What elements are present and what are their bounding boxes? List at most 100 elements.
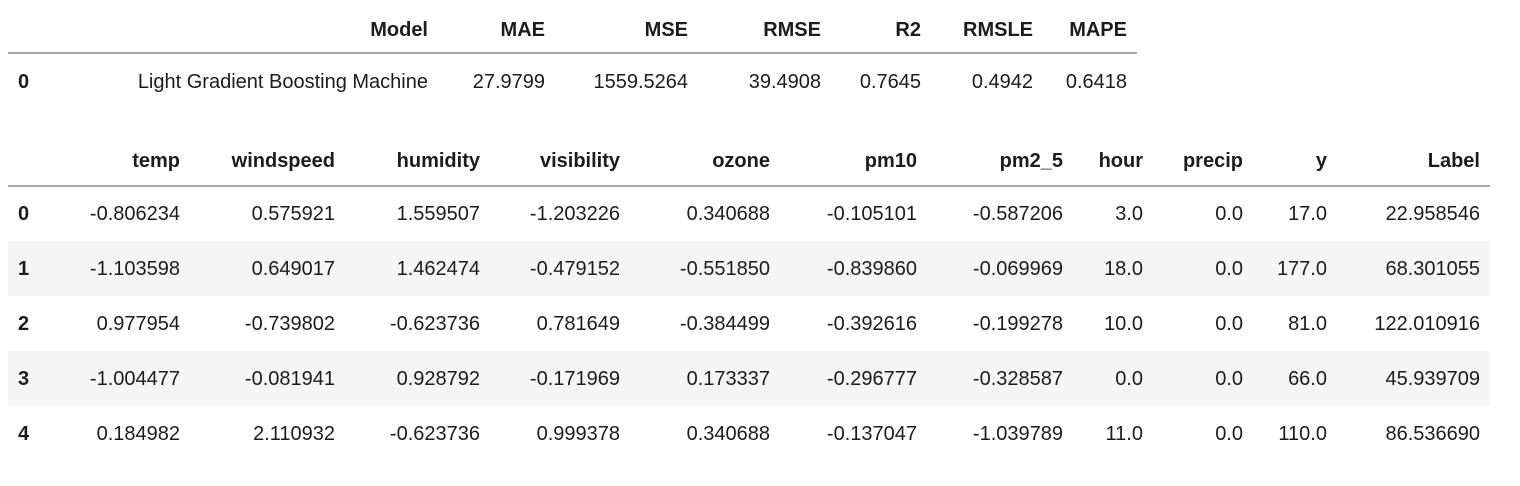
metrics-table-body: 0 Light Gradient Boosting Machine 27.9799 1…: [8, 53, 1137, 110]
column-header: R2: [831, 8, 931, 54]
dataframe-preview-table: temp windspeed humidity visibility ozone pm10…: [8, 136, 1490, 461]
column-header: MSE: [555, 8, 698, 54]
table-row: 1 -1.103598 0.649017 1.462474 -0.479152 -0.55…: [8, 241, 1490, 296]
table-cell: -0.551850: [679, 257, 770, 280]
column-header: MAE: [438, 8, 555, 54]
table-cell: 11.0: [1105, 422, 1143, 445]
table-cell: -0.623736: [389, 312, 480, 335]
table-cell: 122.010916: [1374, 312, 1480, 335]
table-cell: 1.559507: [396, 203, 480, 225]
column-header: Label: [1337, 136, 1490, 187]
table-cell: 39.4908: [748, 71, 821, 93]
table-cell: 0.340688: [686, 422, 770, 445]
column-header: y: [1253, 136, 1337, 187]
table-cell: 0.575921: [251, 203, 335, 225]
row-index: 2: [18, 312, 30, 335]
table-cell: 0.6418: [1065, 71, 1127, 93]
column-header: MAPE: [1043, 8, 1137, 54]
table-cell: 0.340688: [686, 203, 770, 225]
table-row: 2 0.977954 -0.739802 -0.623736 0.781649 -0.38…: [8, 296, 1490, 351]
table-cell: 3.0: [1115, 203, 1143, 225]
table-cell: 27.9799: [472, 71, 545, 93]
header-row: Model MAE MSE RMSE R2 RMSLE MAPE: [8, 8, 1137, 54]
table-cell: -0.587206: [972, 203, 1063, 225]
table-cell: -0.171969: [529, 367, 620, 390]
table-cell: -1.203226: [529, 203, 620, 225]
table-cell: 22.958546: [1385, 203, 1480, 225]
model-metrics-table: Model MAE MSE RMSE R2 RMSLE MAPE 0 Light Gradie…: [8, 8, 1137, 110]
column-header: temp: [48, 136, 190, 187]
table-cell: -0.296777: [826, 367, 917, 390]
table-cell: 1.462474: [396, 257, 480, 280]
table-cell: 10.0: [1104, 312, 1143, 335]
table-cell: -0.328587: [972, 367, 1063, 390]
column-header: windspeed: [190, 136, 345, 187]
row-index: 0: [18, 203, 30, 225]
table-cell: -0.081941: [244, 367, 335, 390]
table-cell: -0.839860: [826, 257, 917, 280]
table-cell: 86.536690: [1385, 422, 1480, 445]
column-header: pm2_5: [927, 136, 1073, 187]
table-cell: 0.0: [1115, 367, 1143, 390]
table-cell: 68.301055: [1385, 257, 1480, 280]
table-row: 0 Light Gradient Boosting Machine 27.9799 1…: [8, 53, 1137, 110]
table-cell: 177.0: [1276, 257, 1327, 280]
table-cell: 0.0: [1215, 203, 1243, 225]
table-cell: -0.392616: [826, 312, 917, 335]
column-header: hour: [1073, 136, 1153, 187]
table-cell: 0.649017: [251, 257, 335, 280]
table-cell: 0.184982: [96, 422, 180, 445]
table-cell: -1.103598: [89, 257, 180, 280]
table-cell: -0.137047: [826, 422, 917, 445]
table-cell: 2.110932: [253, 422, 335, 445]
column-header: pm10: [780, 136, 927, 187]
table-cell: -1.004477: [89, 367, 180, 390]
column-header: Model: [48, 8, 438, 54]
table-cell: 0.0: [1215, 257, 1243, 280]
table-cell: 66.0: [1288, 367, 1327, 390]
table-cell: 81.0: [1288, 312, 1327, 335]
column-header: ozone: [630, 136, 780, 187]
table-cell: -1.039789: [972, 422, 1063, 445]
table-cell: -0.105101: [826, 203, 917, 225]
column-header: RMSLE: [931, 8, 1043, 54]
row-index: 1: [18, 257, 30, 280]
table-cell: 18.0: [1104, 257, 1143, 280]
table-cell: -0.199278: [972, 312, 1063, 335]
column-header: visibility: [490, 136, 630, 187]
table-cell: 0.173337: [686, 367, 770, 390]
table-cell: -0.069969: [972, 257, 1063, 280]
table-cell: -0.384499: [679, 312, 770, 335]
table-cell: -0.739802: [244, 312, 335, 335]
table-cell: 110.0: [1278, 422, 1327, 445]
table-cell: 17.0: [1288, 203, 1327, 225]
data-table-header: temp windspeed humidity visibility ozone pm10…: [8, 136, 1490, 187]
column-header: humidity: [345, 136, 490, 187]
table-cell: 0.0: [1215, 367, 1243, 390]
table-cell: 0.4942: [971, 71, 1033, 93]
table-cell: -0.806234: [89, 203, 180, 225]
table-cell: 0.928792: [396, 367, 480, 390]
table-cell: 0.7645: [859, 71, 921, 93]
table-row: 0 -0.806234 0.575921 1.559507 -1.203226 0.340…: [8, 186, 1490, 241]
index-column-header: [8, 8, 48, 54]
data-table-body: 0 -0.806234 0.575921 1.559507 -1.203226 0.340…: [8, 186, 1490, 461]
metrics-table-header: Model MAE MSE RMSE R2 RMSLE MAPE: [8, 8, 1137, 54]
table-cell: Light Gradient Boosting Machine: [137, 71, 428, 93]
column-header: RMSE: [698, 8, 831, 54]
table-cell: -0.479152: [529, 257, 620, 280]
table-row: 3 -1.004477 -0.081941 0.928792 -0.171969 0.17…: [8, 351, 1490, 406]
column-header: precip: [1153, 136, 1253, 187]
table-cell: -0.623736: [389, 422, 480, 445]
table-cell: 0.0: [1215, 312, 1243, 335]
row-index: 3: [18, 367, 30, 390]
table-cell: 0.0: [1215, 422, 1243, 445]
header-row: temp windspeed humidity visibility ozone pm10…: [8, 136, 1490, 187]
index-column-header: [8, 136, 48, 187]
row-index: 4: [18, 422, 30, 445]
table-cell: 45.939709: [1385, 367, 1480, 390]
table-cell: 1559.5264: [593, 71, 688, 93]
table-cell: 0.977954: [96, 312, 180, 335]
table-cell: 0.781649: [536, 312, 620, 335]
row-index: 0: [18, 71, 30, 93]
